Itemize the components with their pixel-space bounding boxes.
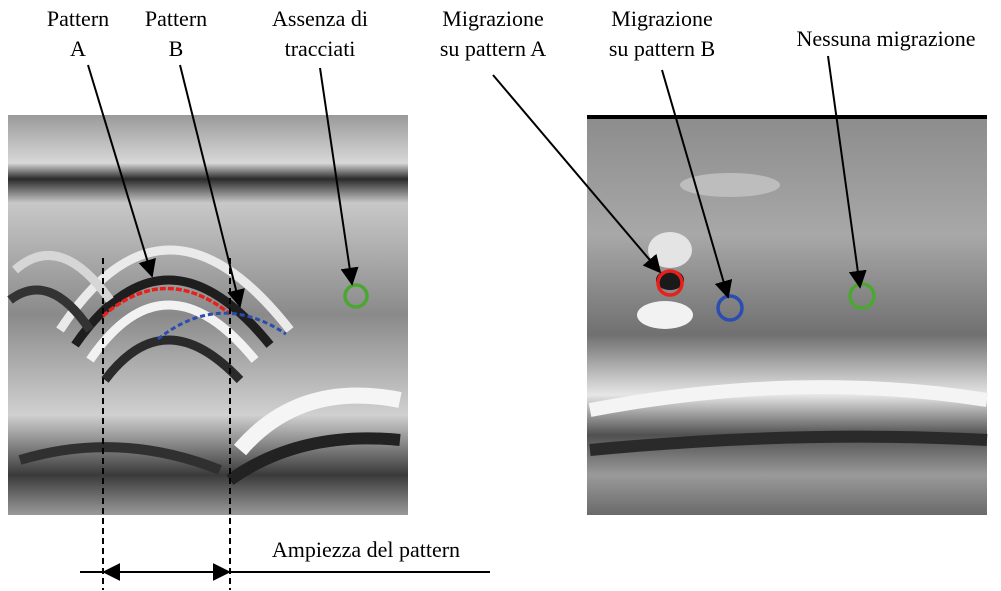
- label: Pattern: [145, 6, 207, 31]
- figure: Pattern A Pattern B Assenza di tracciati…: [0, 0, 1001, 591]
- label: su pattern A: [440, 36, 546, 61]
- right-radargram: [587, 115, 987, 515]
- label: Assenza di: [272, 6, 368, 31]
- label: Pattern: [47, 6, 109, 31]
- label: tracciati: [285, 36, 356, 61]
- label: Migrazione: [611, 6, 712, 31]
- label: su pattern B: [609, 36, 715, 61]
- label: Nessuna migrazione: [797, 26, 976, 51]
- page: {"left_panel": {"labels": [ {"lines": ["…: [0, 0, 1001, 591]
- label: A: [70, 36, 86, 61]
- body: Pattern A Pattern B Assenza di tracciati…: [0, 0, 1001, 591]
- label: B: [169, 36, 184, 61]
- width-label: Ampiezza del pattern: [272, 537, 460, 562]
- label: Migrazione: [442, 6, 543, 31]
